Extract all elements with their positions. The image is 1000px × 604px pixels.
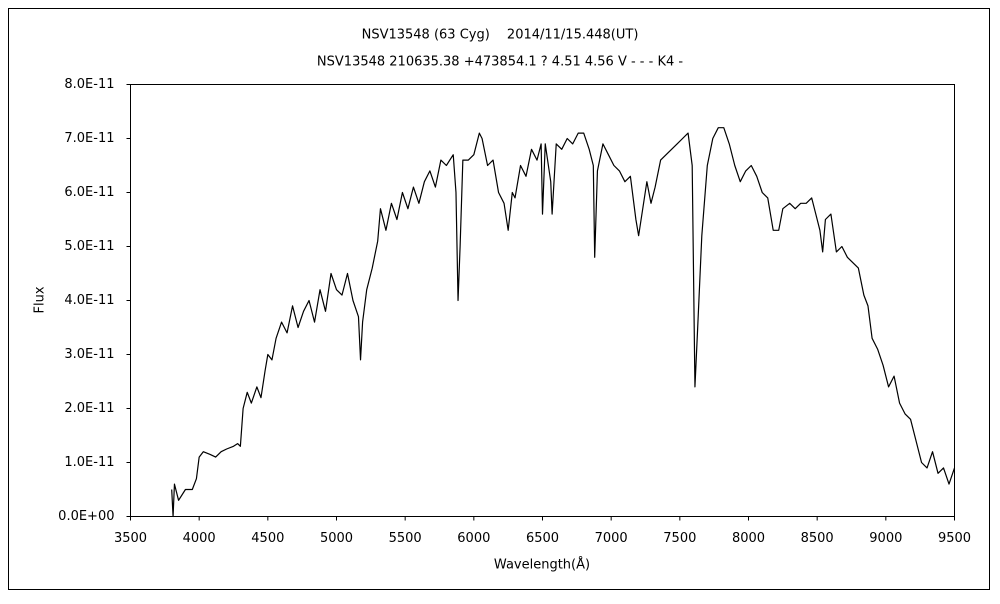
y-tick-label: 3.0E-11	[64, 347, 114, 362]
y-tick-label: 7.0E-11	[64, 131, 114, 146]
x-tick-label: 4500	[251, 531, 284, 546]
y-tick-label: 6.0E-11	[64, 185, 114, 200]
x-tick-label: 9500	[938, 531, 971, 546]
x-tick-label: 5500	[389, 531, 422, 546]
x-tick-label: 6000	[457, 531, 490, 546]
x-tick-label: 5000	[320, 531, 353, 546]
spectrum-line	[171, 127, 956, 518]
x-tick-label: 7500	[663, 531, 696, 546]
y-tick-label: 1.0E-11	[64, 455, 114, 470]
x-tick-label: 4000	[183, 531, 216, 546]
chart-border	[8, 8, 990, 590]
y-tick-label: 4.0E-11	[64, 293, 114, 308]
chart-subtitle: NSV13548 210635.38 +473854.1 ? 4.51 4.56…	[317, 55, 683, 70]
x-tick-label: 6500	[526, 531, 559, 546]
x-tick-label: 9000	[869, 531, 902, 546]
y-tick-label: 0.0E+00	[58, 509, 114, 524]
x-tick-label: 8000	[732, 531, 765, 546]
x-axis-label: Wavelength(Å)	[494, 557, 590, 573]
x-tick-label: 7000	[595, 531, 628, 546]
x-tick-label: 8500	[801, 531, 834, 546]
y-tick-label: 8.0E-11	[64, 77, 114, 92]
y-tick-label: 5.0E-11	[64, 239, 114, 254]
y-axis-label: Flux	[33, 286, 48, 313]
chart-title: NSV13548 (63 Cyg) 2014/11/15.448(UT)	[362, 28, 639, 43]
y-tick-label: 2.0E-11	[64, 401, 114, 416]
x-tick-label: 3500	[114, 531, 147, 546]
